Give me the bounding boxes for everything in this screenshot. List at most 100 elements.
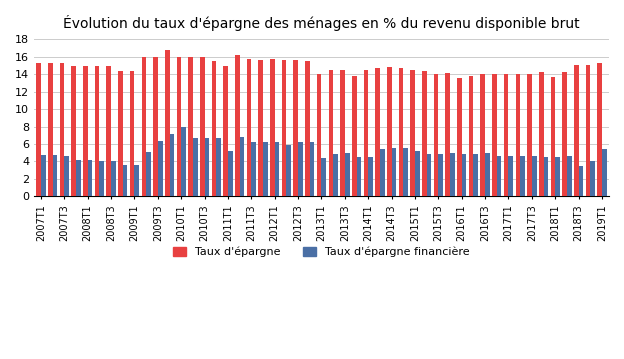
Bar: [544, 157, 548, 196]
Bar: [240, 137, 245, 196]
Bar: [434, 74, 439, 196]
Bar: [586, 65, 590, 196]
Bar: [422, 71, 427, 196]
Bar: [177, 57, 181, 196]
Bar: [597, 63, 602, 196]
Bar: [387, 67, 392, 196]
Bar: [446, 73, 450, 196]
Bar: [217, 138, 221, 196]
Bar: [142, 57, 146, 196]
Bar: [246, 59, 251, 196]
Bar: [123, 165, 127, 196]
Bar: [154, 57, 158, 196]
Bar: [392, 148, 396, 196]
Bar: [403, 148, 408, 196]
Bar: [457, 78, 462, 196]
Bar: [574, 65, 578, 196]
Bar: [474, 154, 478, 196]
Bar: [258, 60, 263, 196]
Bar: [427, 154, 431, 196]
Bar: [188, 57, 193, 196]
Bar: [515, 74, 520, 196]
Bar: [223, 66, 228, 196]
Bar: [270, 59, 275, 196]
Bar: [539, 72, 544, 196]
Bar: [602, 149, 607, 196]
Bar: [415, 151, 420, 196]
Bar: [170, 134, 174, 196]
Bar: [480, 74, 485, 196]
Title: Évolution du taux d'épargne des ménages en % du revenu disponible brut: Évolution du taux d'épargne des ménages …: [63, 15, 580, 31]
Bar: [282, 60, 286, 196]
Bar: [275, 142, 280, 196]
Bar: [111, 160, 116, 196]
Bar: [527, 74, 532, 196]
Bar: [578, 166, 583, 196]
Bar: [83, 66, 88, 196]
Bar: [509, 156, 513, 196]
Bar: [286, 145, 291, 196]
Bar: [205, 138, 209, 196]
Bar: [555, 157, 560, 196]
Bar: [41, 155, 46, 196]
Bar: [462, 154, 466, 196]
Bar: [497, 156, 502, 196]
Bar: [340, 70, 345, 196]
Bar: [146, 152, 151, 196]
Bar: [52, 155, 57, 196]
Bar: [60, 63, 64, 196]
Bar: [399, 68, 403, 196]
Bar: [193, 138, 198, 196]
Bar: [305, 61, 310, 196]
Legend: Taux d'épargne, Taux d'épargne financière: Taux d'épargne, Taux d'épargne financièr…: [168, 242, 474, 262]
Bar: [263, 142, 268, 196]
Bar: [298, 142, 303, 196]
Bar: [64, 156, 69, 196]
Bar: [118, 71, 123, 196]
Bar: [352, 76, 356, 196]
Bar: [450, 153, 455, 196]
Bar: [380, 149, 384, 196]
Bar: [130, 71, 135, 196]
Bar: [251, 142, 256, 196]
Bar: [165, 51, 170, 196]
Bar: [235, 55, 240, 196]
Bar: [562, 72, 567, 196]
Bar: [411, 70, 415, 196]
Bar: [88, 160, 92, 196]
Bar: [328, 70, 333, 196]
Bar: [228, 151, 233, 196]
Bar: [504, 74, 509, 196]
Bar: [356, 157, 361, 196]
Bar: [439, 154, 443, 196]
Bar: [107, 66, 111, 196]
Bar: [567, 156, 572, 196]
Bar: [375, 68, 380, 196]
Bar: [99, 160, 104, 196]
Bar: [485, 153, 490, 196]
Bar: [135, 165, 139, 196]
Bar: [71, 66, 76, 196]
Bar: [333, 154, 338, 196]
Bar: [520, 156, 525, 196]
Bar: [158, 141, 162, 196]
Bar: [310, 142, 314, 196]
Bar: [368, 157, 373, 196]
Bar: [590, 162, 595, 196]
Bar: [181, 127, 186, 196]
Bar: [492, 74, 497, 196]
Bar: [200, 57, 205, 196]
Bar: [76, 160, 80, 196]
Bar: [321, 158, 326, 196]
Bar: [212, 61, 217, 196]
Bar: [364, 70, 368, 196]
Bar: [532, 156, 537, 196]
Bar: [36, 63, 41, 196]
Bar: [550, 77, 555, 196]
Bar: [48, 63, 52, 196]
Bar: [345, 153, 349, 196]
Bar: [317, 74, 321, 196]
Bar: [469, 76, 474, 196]
Bar: [95, 66, 99, 196]
Bar: [293, 60, 298, 196]
